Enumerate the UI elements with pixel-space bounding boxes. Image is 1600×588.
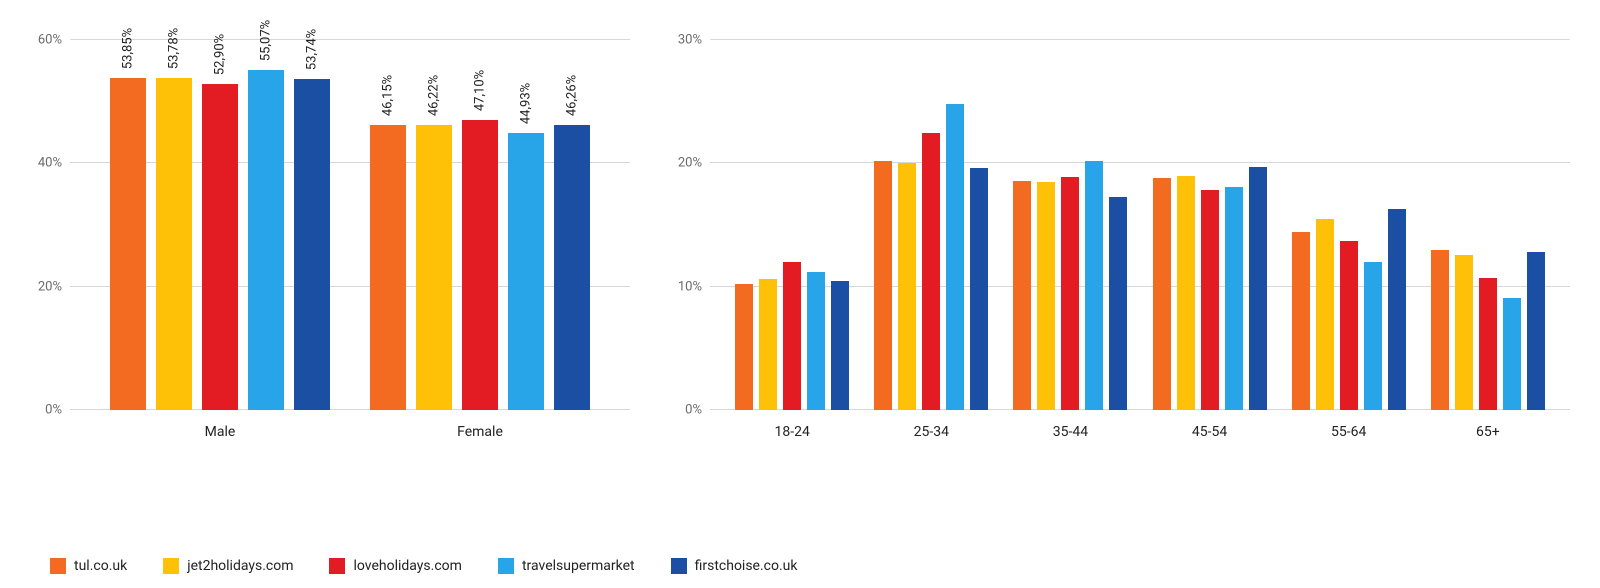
age-bar	[1225, 187, 1243, 410]
legend: tul.co.uk jet2holidays.com loveholidays.co…	[50, 558, 798, 574]
age-bar	[1316, 219, 1334, 410]
age-bar	[783, 262, 801, 410]
legend-swatch	[498, 558, 514, 574]
age-chart-xaxis: 18-24 25-34 35-44 45-54 55-64 65+	[710, 410, 1570, 460]
legend-label: travelsupermarket	[522, 558, 635, 574]
gender-bar: 47,10%	[462, 120, 498, 410]
gender-chart-plot: 0%20%40%60%53,85%53,78%52,90%55,07%53,74…	[70, 40, 630, 410]
age-bar	[1431, 250, 1449, 410]
gridline	[70, 162, 630, 163]
legend-item: travelsupermarket	[498, 558, 635, 574]
legend-swatch	[163, 558, 179, 574]
age-bar	[1527, 252, 1545, 410]
gender-bar-value: 53,85%	[121, 28, 136, 69]
age-bar	[1292, 232, 1310, 410]
gender-bar-value: 52,90%	[213, 34, 228, 75]
gender-bar: 53,85%	[110, 78, 146, 410]
age-bar	[1479, 278, 1497, 410]
legend-item: jet2holidays.com	[163, 558, 293, 574]
age-x-label: 65+	[1476, 424, 1500, 440]
age-chart: 0%10%20%30% 18-2425-3435-4445-5455-6465+	[660, 20, 1580, 460]
y-tick-label: 0%	[45, 403, 70, 418]
age-bar	[1503, 298, 1521, 410]
y-tick-label: 40%	[38, 156, 70, 171]
legend-item: loveholidays.com	[329, 558, 461, 574]
age-x-label: 45-54	[1192, 424, 1227, 440]
gridline	[710, 39, 1570, 40]
legend-label: tul.co.uk	[74, 558, 127, 574]
gender-bar-value: 46,15%	[381, 75, 396, 116]
gender-bar-value: 44,93%	[519, 83, 534, 124]
y-tick-label: 0%	[685, 403, 710, 418]
age-bar	[1455, 255, 1473, 410]
charts-row: 0% 20% 40% 60% 53,85% 53,78% 52,90% 55,07% 53,74…	[0, 20, 1600, 460]
age-bar	[1109, 197, 1127, 410]
legend-swatch	[50, 558, 66, 574]
gender-bar-value: 55,07%	[259, 20, 274, 61]
y-tick-label: 10%	[678, 279, 710, 294]
gender-bar-value: 46,22%	[427, 75, 442, 116]
gender-bar: 46,15%	[370, 125, 406, 410]
gender-bar-value: 53,74%	[305, 28, 320, 69]
age-bar	[946, 104, 964, 410]
age-x-label: 55-64	[1331, 424, 1366, 440]
age-bar	[922, 133, 940, 411]
age-bar	[1013, 181, 1031, 410]
age-chart-plot: 0%10%20%30%	[710, 40, 1570, 410]
age-bar	[1201, 190, 1219, 410]
gender-x-label: Female	[457, 424, 503, 440]
age-bar	[970, 168, 988, 410]
legend-swatch	[329, 558, 345, 574]
age-bar	[1153, 178, 1171, 410]
legend-item: firstchoise.co.uk	[671, 558, 798, 574]
gender-x-label: Male	[205, 424, 236, 440]
age-bar	[1085, 161, 1103, 410]
gender-bar: 46,26%	[554, 125, 590, 410]
gender-bar-value: 47,10%	[473, 69, 488, 110]
gender-bar: 53,74%	[294, 79, 330, 410]
age-bar	[1364, 262, 1382, 410]
page: 0% 20% 40% 60% 53,85% 53,78% 52,90% 55,07% 53,74…	[0, 0, 1600, 588]
legend-item: tul.co.uk	[50, 558, 127, 574]
age-bar	[1177, 176, 1195, 410]
y-tick-label: 20%	[678, 156, 710, 171]
gridline	[710, 162, 1570, 163]
gender-bar: 46,22%	[416, 125, 452, 410]
age-x-label: 25-34	[914, 424, 949, 440]
age-bar	[807, 272, 825, 410]
legend-label: firstchoise.co.uk	[695, 558, 798, 574]
gender-chart: 0% 20% 40% 60% 53,85% 53,78% 52,90% 55,07% 53,74…	[20, 20, 640, 460]
age-bar	[1037, 182, 1055, 410]
age-bar	[1061, 177, 1079, 410]
gender-bar-value: 53,78%	[167, 28, 182, 69]
y-tick-label: 30%	[678, 33, 710, 48]
age-x-label: 35-44	[1053, 424, 1088, 440]
age-bar	[1249, 167, 1267, 410]
gender-bar: 44,93%	[508, 133, 544, 410]
age-bar	[831, 281, 849, 411]
gender-bar-value: 46,26%	[565, 75, 580, 116]
age-bar	[898, 163, 916, 410]
gridline	[70, 39, 630, 40]
y-tick-label: 20%	[38, 279, 70, 294]
y-tick-label: 60%	[38, 33, 70, 48]
gender-chart-xaxis: Male Female	[70, 410, 630, 460]
legend-label: jet2holidays.com	[187, 558, 293, 574]
gender-bar: 53,78%	[156, 78, 192, 410]
gender-bar: 55,07%	[248, 70, 284, 410]
age-bar	[1340, 241, 1358, 410]
age-bar	[735, 284, 753, 410]
age-x-label: 18-24	[774, 424, 809, 440]
gridline	[70, 286, 630, 287]
legend-swatch	[671, 558, 687, 574]
gender-bar: 52,90%	[202, 84, 238, 410]
age-bar	[874, 161, 892, 410]
age-bar	[759, 279, 777, 410]
legend-label: loveholidays.com	[353, 558, 461, 574]
age-bar	[1388, 209, 1406, 410]
